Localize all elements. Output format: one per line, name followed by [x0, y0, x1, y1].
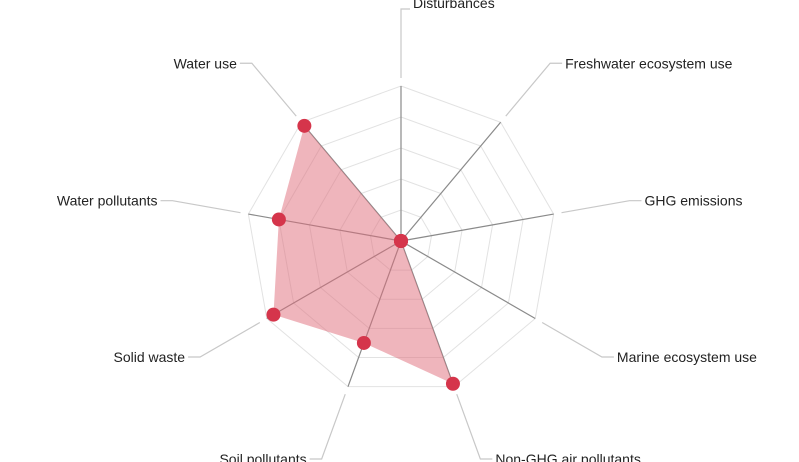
leader-lines — [160, 8, 642, 460]
axis-label-disturbances: Disturbances — [413, 0, 495, 11]
data-point-non-ghg-air-pollutants[interactable] — [445, 376, 460, 391]
leader-line-water-use — [239, 62, 297, 117]
axis-label-ghg-emissions: GHG emissions — [644, 193, 742, 209]
data-point-soil-pollutants[interactable] — [356, 335, 371, 350]
leader-line-solid-waste — [188, 321, 261, 358]
grid-ring — [247, 85, 555, 388]
data-point-marine-ecosystem-use[interactable] — [394, 234, 408, 248]
axis-label-water-use: Water use — [174, 55, 237, 71]
leader-line-freshwater-ecosystem-use — [505, 62, 563, 117]
axis-label-non-ghg-air-pollutants: Non-GHG air pollutants — [495, 451, 641, 462]
leader-line-water-pollutants — [160, 200, 241, 214]
data-point-solid-waste[interactable] — [266, 307, 281, 322]
axis-spoke-ghg-emissions — [400, 213, 554, 242]
data-point-water-use[interactable] — [297, 118, 312, 133]
series-area-group — [273, 125, 453, 384]
leader-line-disturbances — [400, 8, 410, 78]
axis-label-marine-ecosystem-use: Marine ecosystem use — [617, 349, 757, 365]
axis-labels: Disturbances Freshwater ecosystem use GHG … — [57, 0, 757, 462]
leader-line-non-ghg-air-pollutants — [456, 393, 493, 460]
series-area — [273, 125, 453, 384]
leader-line-soil-pollutants — [309, 393, 346, 460]
axis-spoke-marine-ecosystem-use — [400, 240, 536, 320]
axis-label-freshwater-ecosystem-use: Freshwater ecosystem use — [565, 55, 732, 71]
axis-spoke-water-use — [300, 121, 402, 242]
data-point-water-pollutants[interactable] — [271, 212, 286, 227]
leader-line-ghg-emissions — [561, 200, 642, 214]
data-points — [266, 118, 460, 391]
axis-spoke-non-ghg-air-pollutants — [400, 240, 455, 387]
leader-line-marine-ecosystem-use — [541, 321, 614, 358]
axis-label-water-pollutants: Water pollutants — [57, 193, 158, 209]
axis-label-soil-pollutants: Soil pollutants — [219, 451, 306, 462]
axis-label-solid-waste: Solid waste — [113, 349, 185, 365]
axis-spoke-freshwater-ecosystem-use — [400, 121, 502, 242]
